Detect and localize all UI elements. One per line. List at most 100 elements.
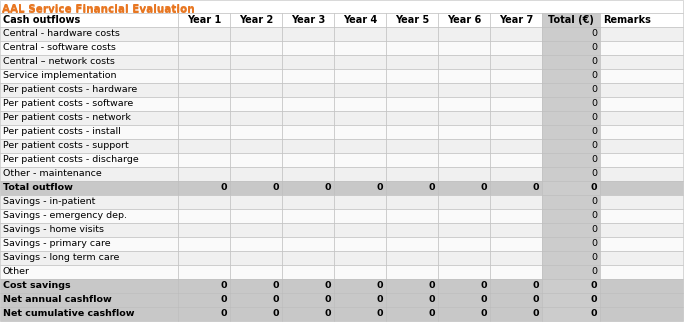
Text: Per patient costs - discharge: Per patient costs - discharge bbox=[3, 155, 139, 164]
Text: 0: 0 bbox=[480, 281, 487, 291]
Bar bbox=[334, 97, 386, 111]
Bar bbox=[178, 251, 230, 265]
Bar bbox=[490, 111, 542, 125]
Text: 0: 0 bbox=[591, 240, 597, 249]
Bar bbox=[282, 279, 334, 293]
Bar bbox=[282, 195, 334, 209]
Bar bbox=[386, 195, 438, 209]
Text: Central – network costs: Central – network costs bbox=[3, 58, 115, 67]
Bar bbox=[282, 69, 334, 83]
Text: 0: 0 bbox=[325, 309, 331, 318]
Text: Net cumulative cashflow: Net cumulative cashflow bbox=[3, 309, 134, 318]
Text: Year 2: Year 2 bbox=[239, 15, 273, 25]
Text: 0: 0 bbox=[591, 267, 597, 277]
Text: 0: 0 bbox=[532, 295, 539, 305]
Bar bbox=[178, 13, 230, 27]
Bar bbox=[334, 307, 386, 321]
Bar bbox=[0, 13, 178, 27]
Bar bbox=[386, 55, 438, 69]
Bar bbox=[600, 279, 683, 293]
Bar bbox=[438, 125, 490, 139]
Bar bbox=[386, 223, 438, 237]
Bar bbox=[178, 181, 230, 195]
Bar bbox=[600, 167, 683, 181]
Bar bbox=[542, 223, 600, 237]
Bar bbox=[282, 293, 334, 307]
Text: 0: 0 bbox=[273, 309, 279, 318]
Text: 0: 0 bbox=[325, 281, 331, 291]
Bar bbox=[334, 167, 386, 181]
Bar bbox=[230, 153, 282, 167]
Bar bbox=[490, 69, 542, 83]
Text: 0: 0 bbox=[429, 184, 435, 192]
Bar bbox=[282, 55, 334, 69]
Bar bbox=[386, 13, 438, 27]
Bar bbox=[438, 153, 490, 167]
Text: Year 4: Year 4 bbox=[343, 15, 377, 25]
Bar bbox=[230, 209, 282, 223]
Bar bbox=[386, 69, 438, 83]
Text: Remarks: Remarks bbox=[603, 15, 651, 25]
Bar bbox=[542, 55, 600, 69]
Bar bbox=[490, 41, 542, 55]
Bar bbox=[600, 97, 683, 111]
Bar bbox=[178, 125, 230, 139]
Bar bbox=[542, 97, 600, 111]
Bar bbox=[386, 153, 438, 167]
Text: 0: 0 bbox=[591, 58, 597, 67]
Bar bbox=[282, 97, 334, 111]
Bar bbox=[230, 97, 282, 111]
Bar bbox=[490, 265, 542, 279]
Text: Central - hardware costs: Central - hardware costs bbox=[3, 30, 120, 38]
Bar bbox=[178, 55, 230, 69]
Bar bbox=[230, 237, 282, 251]
Bar bbox=[542, 167, 600, 181]
Text: Net annual cashflow: Net annual cashflow bbox=[3, 295, 112, 305]
Bar bbox=[438, 265, 490, 279]
Bar bbox=[542, 139, 600, 153]
Bar bbox=[0, 167, 178, 181]
Text: Savings - primary care: Savings - primary care bbox=[3, 240, 110, 249]
Bar bbox=[386, 41, 438, 55]
Text: 0: 0 bbox=[532, 184, 539, 192]
Bar bbox=[542, 279, 600, 293]
Bar bbox=[542, 209, 600, 223]
Bar bbox=[542, 41, 600, 55]
Text: 0: 0 bbox=[377, 184, 383, 192]
Bar bbox=[230, 181, 282, 195]
Bar bbox=[490, 251, 542, 265]
Bar bbox=[600, 251, 683, 265]
Text: 0: 0 bbox=[591, 30, 597, 38]
Bar bbox=[490, 27, 542, 41]
Bar bbox=[230, 293, 282, 307]
Bar bbox=[0, 181, 178, 195]
Bar bbox=[282, 41, 334, 55]
Bar bbox=[0, 41, 178, 55]
Text: Cost savings: Cost savings bbox=[3, 281, 71, 291]
Text: 0: 0 bbox=[429, 295, 435, 305]
Bar bbox=[600, 307, 683, 321]
Text: 0: 0 bbox=[590, 281, 597, 291]
Bar bbox=[490, 153, 542, 167]
Bar bbox=[334, 69, 386, 83]
Text: Per patient costs - hardware: Per patient costs - hardware bbox=[3, 85, 137, 95]
Text: Year 7: Year 7 bbox=[499, 15, 533, 25]
Bar bbox=[542, 293, 600, 307]
Bar bbox=[282, 209, 334, 223]
Bar bbox=[0, 153, 178, 167]
Bar bbox=[0, 125, 178, 139]
Bar bbox=[386, 293, 438, 307]
Bar bbox=[386, 209, 438, 223]
Bar bbox=[438, 209, 490, 223]
Bar bbox=[600, 125, 683, 139]
Text: Cash outflows: Cash outflows bbox=[3, 15, 80, 25]
Bar bbox=[600, 209, 683, 223]
Text: 0: 0 bbox=[591, 141, 597, 150]
Bar bbox=[282, 111, 334, 125]
Bar bbox=[282, 237, 334, 251]
Bar bbox=[230, 139, 282, 153]
Text: 0: 0 bbox=[591, 72, 597, 81]
Bar bbox=[438, 41, 490, 55]
Bar bbox=[386, 307, 438, 321]
Bar bbox=[178, 27, 230, 41]
